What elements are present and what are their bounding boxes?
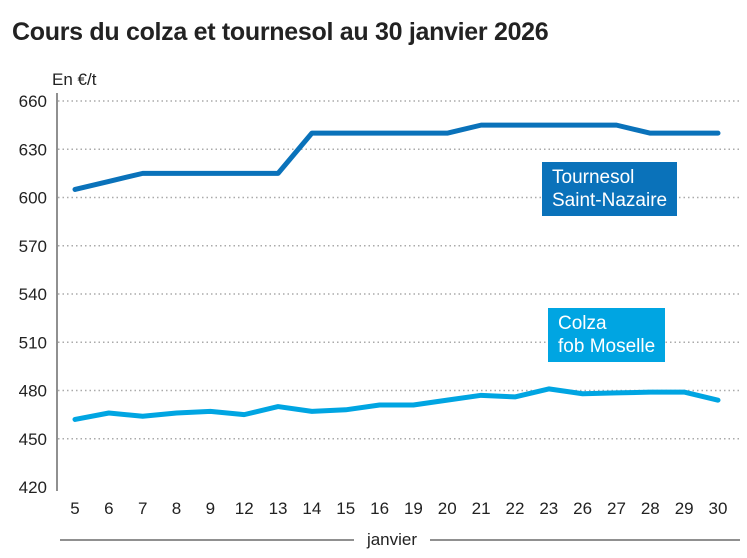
y-tick-label: 570 <box>19 237 47 256</box>
x-tick-label: 12 <box>235 499 254 518</box>
x-tick-label: 22 <box>505 499 524 518</box>
y-axis-label: En €/t <box>52 70 97 89</box>
y-tick-label: 540 <box>19 285 47 304</box>
x-tick-label: 16 <box>370 499 389 518</box>
x-tick-label: 20 <box>438 499 457 518</box>
legend-tournesol-line1: Tournesol <box>552 167 635 188</box>
x-axis-label: janvier <box>366 530 417 549</box>
y-tick-label: 600 <box>19 189 47 208</box>
x-tick-label: 5 <box>70 499 79 518</box>
x-tick-label: 21 <box>472 499 491 518</box>
legend-colza-line1: Colza <box>558 313 607 334</box>
series-line-colza <box>72 386 721 422</box>
chart-title: Cours du colza et tournesol au 30 janvie… <box>12 18 549 46</box>
x-tick-label: 8 <box>172 499 181 518</box>
x-tick-label: 29 <box>675 499 694 518</box>
y-tick-label: 420 <box>19 478 47 497</box>
y-tick-label: 510 <box>19 333 47 352</box>
legend-tournesol-line2: Saint-Nazaire <box>552 190 668 211</box>
x-tick-label: 7 <box>138 499 147 518</box>
x-tick-label: 6 <box>104 499 113 518</box>
y-tick-label: 660 <box>19 92 47 111</box>
legend-colza: Colza fob Moselle <box>548 308 666 362</box>
x-tick-label: 30 <box>709 499 728 518</box>
x-tick-label: 15 <box>336 499 355 518</box>
y-tick-label: 480 <box>19 382 47 401</box>
x-tick-label: 27 <box>607 499 626 518</box>
x-tick-label: 26 <box>573 499 592 518</box>
y-tick-label: 630 <box>19 140 47 159</box>
series-line-tournesol <box>72 122 721 192</box>
x-tick-label: 28 <box>641 499 660 518</box>
x-tick-label: 23 <box>539 499 558 518</box>
x-tick-label: 14 <box>302 499 321 518</box>
y-tick-label: 450 <box>19 430 47 449</box>
x-tick-label: 9 <box>206 499 215 518</box>
x-tick-label: 19 <box>404 499 423 518</box>
x-tick-label: 13 <box>269 499 288 518</box>
legend-colza-line2: fob Moselle <box>558 336 656 357</box>
legend-tournesol: Tournesol Saint-Nazaire <box>542 162 678 216</box>
